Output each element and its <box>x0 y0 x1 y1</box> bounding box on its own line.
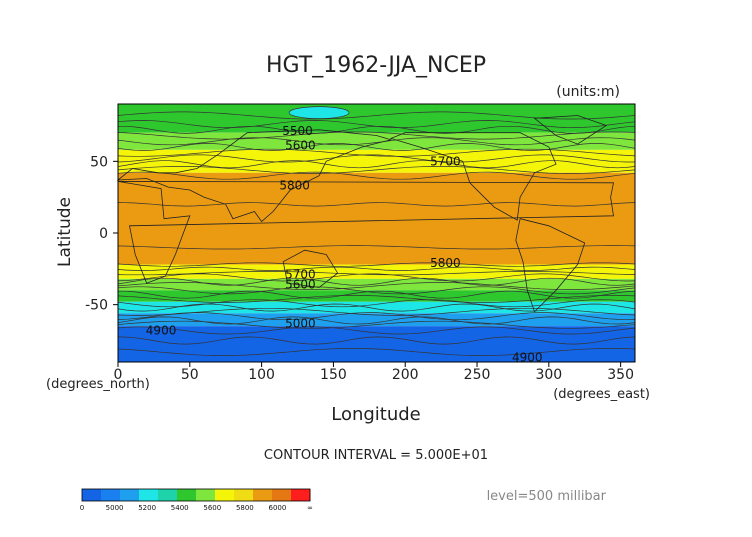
colorbar-swatch-3 <box>139 489 159 501</box>
y-tick-label-1: 0 <box>99 226 108 242</box>
x-tick-label-4: 200 <box>392 367 419 383</box>
contour-line-21 <box>117 295 636 303</box>
coastline-2 <box>282 249 339 288</box>
band-7 <box>118 301 635 314</box>
contour-label-1: 5600 <box>285 139 316 153</box>
colorbar-label-2: 5200 <box>138 504 156 512</box>
x-tick-label-0: 0 <box>114 367 123 383</box>
contour-line-30 <box>117 348 636 356</box>
coastline-1 <box>116 129 393 223</box>
contour-line-29 <box>117 336 636 345</box>
y-tick-label-2: -50 <box>85 298 108 314</box>
contour-line-6 <box>117 148 636 157</box>
y-tick-label-0: 50 <box>90 154 108 170</box>
colorbar-swatch-0 <box>82 489 102 501</box>
level-text: level=500 millibar <box>487 489 607 504</box>
x-axis-label: Longitude <box>331 404 421 425</box>
contour-line-20 <box>117 290 636 299</box>
contour-line-25 <box>117 312 636 321</box>
band-3 <box>118 172 635 265</box>
colorbar-swatch-10 <box>272 489 292 501</box>
contour-line-3 <box>117 131 636 140</box>
contour-label-2: 5700 <box>430 154 461 168</box>
units-note: (units:m) <box>556 84 620 100</box>
contour-label-9: 4900 <box>512 351 543 365</box>
contour-label-6: 5600 <box>285 278 316 292</box>
colorbar-swatch-8 <box>234 489 254 501</box>
contour-line-8 <box>117 160 636 169</box>
contour-line-0 <box>117 111 636 120</box>
colorbar-label-4: 5600 <box>203 504 221 512</box>
band-0 <box>118 104 635 133</box>
x-tick-label-3: 150 <box>320 367 347 383</box>
colorbar-label-0: 0 <box>80 504 84 512</box>
contour-line-16 <box>117 273 636 282</box>
coastline-5 <box>533 115 608 145</box>
colorbar-swatch-1 <box>101 489 121 501</box>
coastline-4 <box>515 218 586 313</box>
contour-interval-text: CONTOUR INTERVAL = 5.000E+01 <box>264 448 488 463</box>
colorbar-frame <box>81 488 311 502</box>
band-4 <box>118 264 635 279</box>
band-1 <box>118 132 635 150</box>
x-tick-label-5: 250 <box>464 367 491 383</box>
coastline-0 <box>117 181 614 284</box>
band-5 <box>118 278 635 291</box>
polar-low-patch <box>288 106 350 119</box>
plot-area: 5500560057005800580057005600500049004900… <box>85 103 636 383</box>
contour-label-0: 5500 <box>282 124 313 138</box>
x-tick-label-7: 350 <box>607 367 634 383</box>
x-tick-label-2: 100 <box>248 367 275 383</box>
contour-line-12 <box>117 245 636 250</box>
contour-line-24 <box>117 307 636 316</box>
x-units-label: (degrees_east) <box>553 387 650 402</box>
contour-line-18 <box>117 282 636 290</box>
band-2 <box>118 149 635 173</box>
coastline-3 <box>389 132 557 221</box>
contour-line-27 <box>117 320 636 329</box>
contour-line-9 <box>117 166 636 174</box>
band-9 <box>118 326 635 362</box>
contour-line-11 <box>117 202 636 207</box>
contour-label-7: 5000 <box>285 316 316 330</box>
contour-label-3: 5800 <box>279 179 310 193</box>
colorbar-swatch-7 <box>215 489 235 501</box>
x-tick-label-6: 300 <box>535 367 562 383</box>
contour-line-14 <box>117 266 636 271</box>
y-units-label: (degrees_north) <box>46 377 150 392</box>
contour-line-2 <box>118 125 636 134</box>
contour-line-28 <box>117 326 636 335</box>
colorbar-swatch-11 <box>291 489 311 501</box>
colorbar-label-1: 5000 <box>106 504 124 512</box>
colorbar-swatch-5 <box>177 489 197 501</box>
contour-line-10 <box>117 171 636 180</box>
colorbar-label-6: 6000 <box>269 504 287 512</box>
contour-label-4: 5800 <box>430 256 461 270</box>
colorbar-swatch-2 <box>120 489 140 501</box>
colorbar-label-3: 5400 <box>171 504 189 512</box>
colorbar-swatch-4 <box>158 489 178 501</box>
contour-line-5 <box>117 143 636 151</box>
contour-label-8: 4900 <box>146 323 177 337</box>
contour-line-15 <box>117 271 636 276</box>
colorbar-label-7: ∞ <box>307 504 313 512</box>
x-tick-label-1: 50 <box>181 367 199 383</box>
chart-title: HGT_1962-JJA_NCEP <box>266 53 486 78</box>
contour-line-19 <box>117 286 636 295</box>
contour-label-5: 5700 <box>285 268 316 282</box>
y-axis-label: Latitude <box>55 197 75 267</box>
colorbar: 0 5000 5200 5400 5600 5800 6000 ∞ <box>80 488 313 512</box>
contour-line-4 <box>117 137 636 146</box>
contour-line-13 <box>117 262 636 267</box>
colorbar-swatch-9 <box>253 489 273 501</box>
colorbar-label-5: 5800 <box>236 504 254 512</box>
contour-line-7 <box>117 154 635 163</box>
contour-line-23 <box>117 303 636 312</box>
colorbar-swatch-6 <box>196 489 216 501</box>
